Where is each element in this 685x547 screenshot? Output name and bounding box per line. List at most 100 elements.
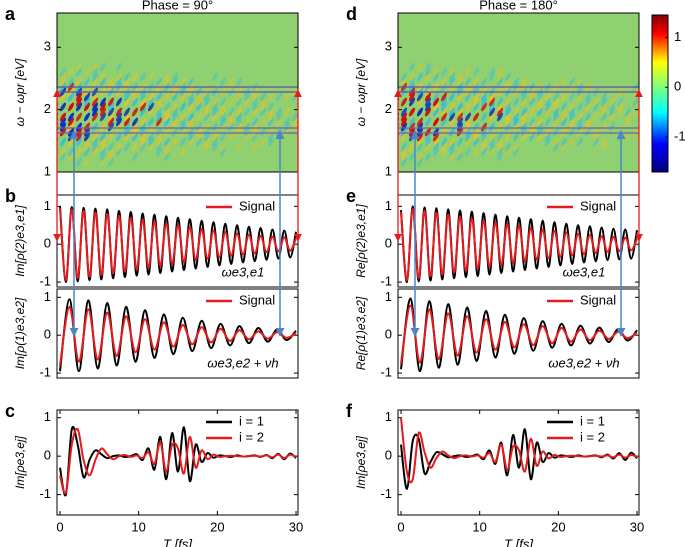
heatmap-blob	[536, 122, 544, 132]
heatmap-blob	[147, 102, 155, 112]
annotation: ωe3,e2 + νh	[207, 355, 278, 370]
y-tick-label: 1	[385, 198, 392, 213]
heatmap-blob	[163, 147, 171, 157]
heatmap-blob	[640, 122, 648, 132]
y-tick-label: 1	[44, 163, 51, 178]
heatmap-blob	[640, 107, 648, 117]
heatmap-blob	[464, 92, 472, 102]
heatmap-blob	[384, 152, 392, 162]
y-axis-label: Im[ρe3,ej]	[13, 435, 27, 489]
heatmap-blob	[504, 122, 512, 132]
heatmap-blob	[440, 77, 448, 87]
x-tick-label: 0	[397, 519, 404, 534]
heatmap-blob	[432, 107, 440, 117]
heatmap-blob	[576, 127, 584, 137]
heatmap-blob	[187, 77, 195, 87]
heatmap-blob	[43, 152, 51, 162]
heatmap-blob	[416, 122, 424, 132]
heatmap-blob	[235, 97, 243, 107]
heatmap-blob	[464, 147, 472, 157]
heatmap-blob	[299, 122, 307, 132]
heatmap-blob	[488, 142, 496, 152]
heatmap-blob	[99, 97, 107, 107]
heatmap-blob	[211, 142, 219, 152]
heatmap-blob	[219, 117, 227, 127]
heatmap-blob	[195, 127, 203, 137]
heatmap-blob	[235, 107, 243, 117]
heatmap-blob	[171, 117, 179, 127]
heatmap-blob	[616, 97, 624, 107]
heatmap-blob	[187, 97, 195, 107]
heatmap-blob	[480, 147, 488, 157]
heatmap-blob	[544, 107, 552, 117]
heatmap-blob	[131, 72, 139, 82]
heatmap-blob	[384, 142, 392, 152]
heatmap-blob	[424, 117, 432, 127]
y-tick-label: -1	[380, 486, 392, 501]
series-line	[58, 298, 297, 373]
heatmap-blob	[283, 122, 291, 132]
y-tick-label: 0	[44, 236, 51, 251]
heatmap-blob	[576, 137, 584, 147]
heatmap-blob	[496, 152, 504, 162]
series-line	[400, 304, 638, 364]
heatmap-blob	[219, 132, 227, 142]
heatmap-blob	[155, 112, 163, 122]
heatmap-blob	[91, 122, 99, 132]
heatmap-blob	[400, 117, 408, 127]
heatmap-blob	[624, 117, 632, 127]
heatmap-blob	[592, 112, 600, 122]
heatmap-blob	[123, 112, 131, 122]
heatmap-blob	[400, 157, 408, 167]
series-line	[58, 208, 297, 282]
heatmap-blob	[480, 112, 488, 122]
heatmap-blob	[115, 97, 123, 107]
heatmap-blob	[59, 137, 67, 147]
heatmap-blob	[83, 147, 91, 157]
heatmap-blob	[472, 102, 480, 112]
heatmap-blob	[267, 127, 275, 137]
heatmap-blob	[440, 97, 448, 107]
panel-letter: e	[346, 186, 356, 206]
heatmap-blob	[155, 107, 163, 117]
heatmap-blob	[155, 97, 163, 107]
heatmap-blob	[496, 77, 504, 87]
heatmap-blob	[163, 117, 171, 127]
heatmap-blob	[115, 72, 123, 82]
y-tick-label: -1	[39, 486, 51, 501]
heatmap-blob	[179, 92, 187, 102]
heatmap-blob	[195, 97, 203, 107]
heatmap-blob	[139, 117, 147, 127]
heatmap-blob	[99, 112, 107, 122]
heatmap-blob	[624, 132, 632, 142]
heatmap-blob	[139, 132, 147, 142]
heatmap-blob	[408, 107, 416, 117]
heatmap-blob	[416, 117, 424, 127]
heatmap-blob	[480, 127, 488, 137]
heatmap-blob	[600, 137, 608, 147]
heatmap-blob	[131, 152, 139, 162]
heatmap-blob	[75, 102, 83, 112]
heatmap-blob	[75, 62, 83, 72]
heatmap-blob	[536, 97, 544, 107]
heatmap-blob	[448, 117, 456, 127]
heatmap-blob	[520, 97, 528, 107]
heatmap-blob	[512, 142, 520, 152]
heatmap-blob	[400, 152, 408, 162]
heatmap-blob	[187, 112, 195, 122]
heatmap-blob	[267, 107, 275, 117]
heatmap-blob	[163, 92, 171, 102]
heatmap-blob	[480, 122, 488, 132]
heatmap-blob	[91, 112, 99, 122]
heatmap-blob	[592, 102, 600, 112]
heatmap-blob	[91, 72, 99, 82]
y-tick-label: 2	[385, 101, 392, 116]
heatmap-blob	[179, 127, 187, 137]
heatmap-blob	[195, 112, 203, 122]
heatmap-blob	[99, 137, 107, 147]
heatmap-blob	[544, 137, 552, 147]
heatmap-blob	[163, 112, 171, 122]
frame	[397, 288, 640, 379]
heatmap-blob	[568, 102, 576, 112]
heatmap-blob	[211, 122, 219, 132]
